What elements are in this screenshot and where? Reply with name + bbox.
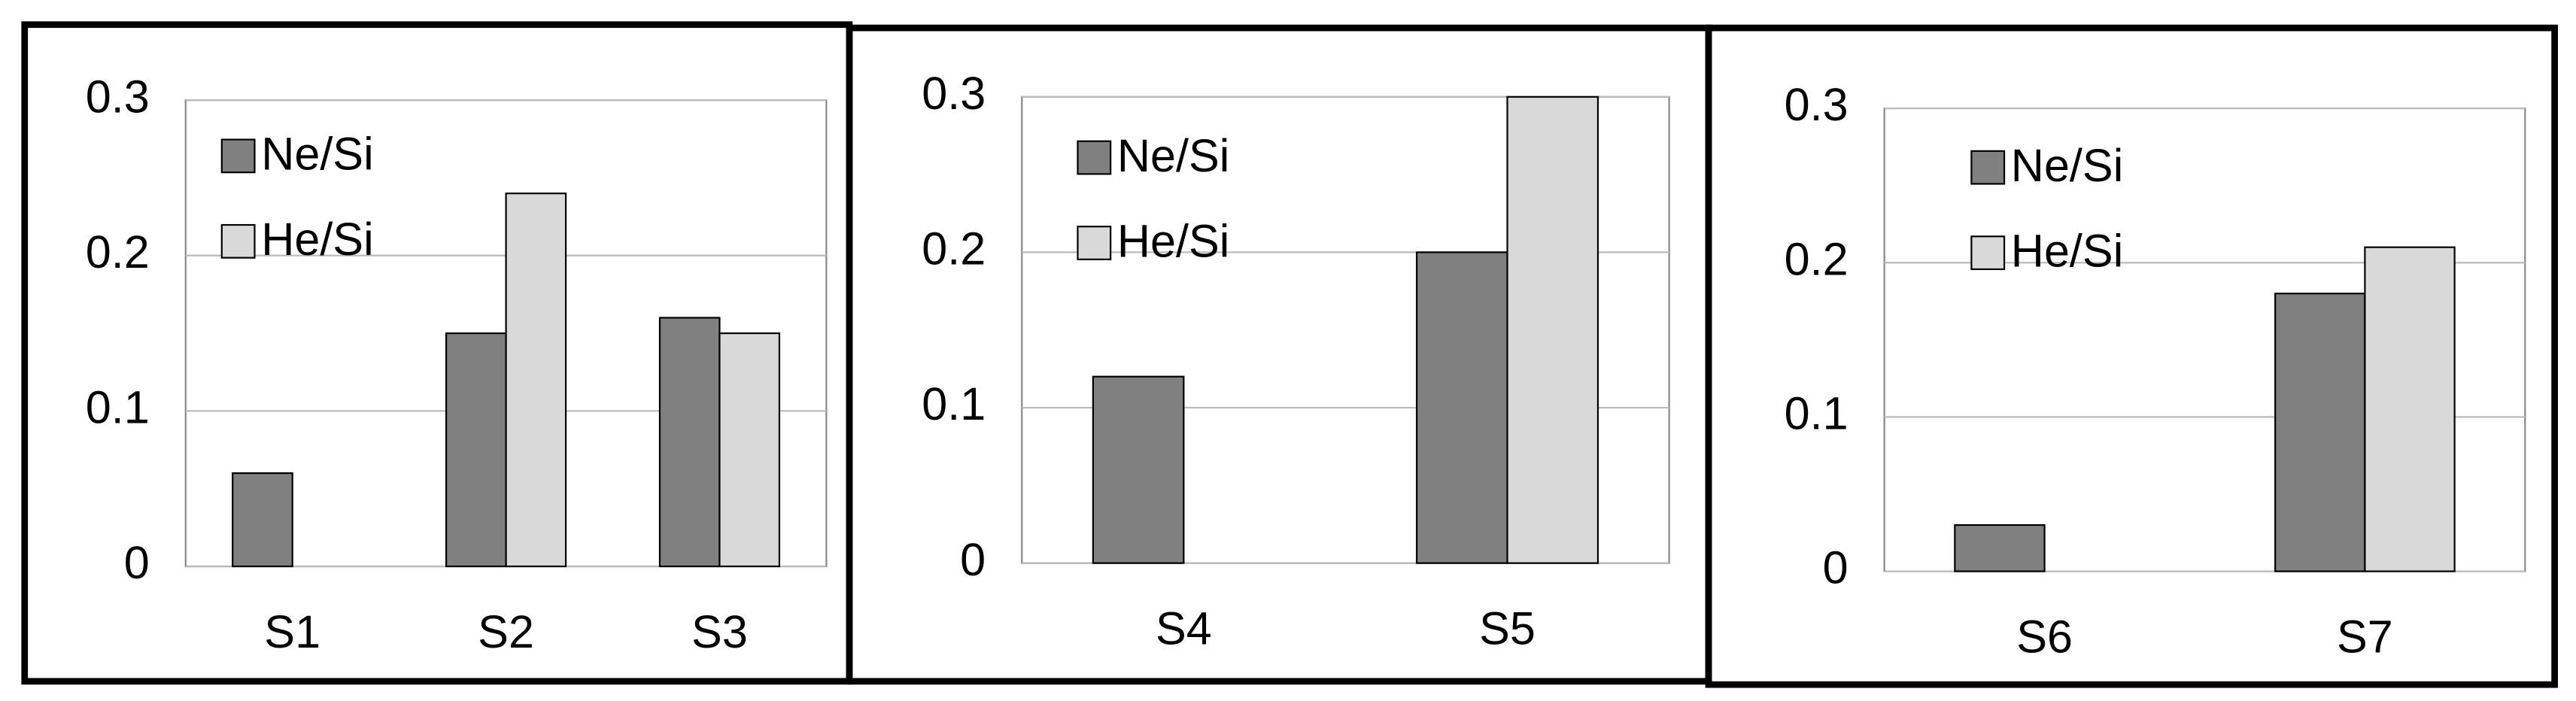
legend-swatch	[1970, 150, 2006, 185]
x-tick-label: S7	[2337, 611, 2393, 662]
panel-border	[1705, 24, 2558, 688]
x-tick-label: S6	[2016, 611, 2073, 662]
legend-swatch	[1077, 226, 1112, 260]
y-tick-label: 0.1	[86, 382, 150, 433]
legend-swatch	[1970, 235, 2006, 271]
y-tick-label: 0.1	[1785, 388, 1848, 439]
bar	[2274, 293, 2366, 572]
bar	[505, 193, 567, 568]
bar	[2364, 246, 2456, 572]
bar	[1415, 251, 1508, 564]
y-tick-label: 0.2	[922, 223, 986, 275]
legend-label: He/Si	[2011, 225, 2123, 276]
legend-swatch	[220, 138, 256, 174]
legend-label: Ne/Si	[1117, 130, 1229, 181]
bar	[1954, 523, 2046, 572]
legend-label: He/Si	[261, 214, 373, 265]
x-tick-label: S4	[1156, 602, 1212, 654]
bar	[718, 332, 781, 568]
y-tick-label: 0	[960, 534, 986, 585]
bar	[658, 317, 721, 568]
bar	[1506, 96, 1599, 564]
y-tick-label: 0	[1823, 542, 1848, 593]
x-tick-label: S5	[1479, 602, 1536, 654]
y-tick-label: 0.1	[922, 378, 986, 429]
legend-swatch	[1077, 140, 1112, 175]
legend-label: Ne/Si	[2011, 140, 2123, 191]
bar	[445, 332, 507, 568]
legend-label: Ne/Si	[261, 129, 373, 180]
legend-swatch	[220, 223, 256, 259]
legend-label: He/Si	[1117, 215, 1229, 266]
y-tick-label: 0.3	[86, 71, 150, 122]
x-tick-label: S1	[264, 606, 320, 657]
y-tick-label: 0.2	[86, 226, 150, 278]
bar	[232, 472, 293, 568]
y-tick-label: 0	[124, 537, 150, 588]
bar	[1092, 375, 1185, 564]
y-tick-label: 0.2	[1785, 233, 1848, 284]
x-tick-label: S2	[478, 606, 534, 657]
x-tick-label: S3	[691, 606, 748, 657]
y-tick-label: 0.3	[922, 68, 986, 119]
y-tick-label: 0.3	[1785, 79, 1848, 130]
